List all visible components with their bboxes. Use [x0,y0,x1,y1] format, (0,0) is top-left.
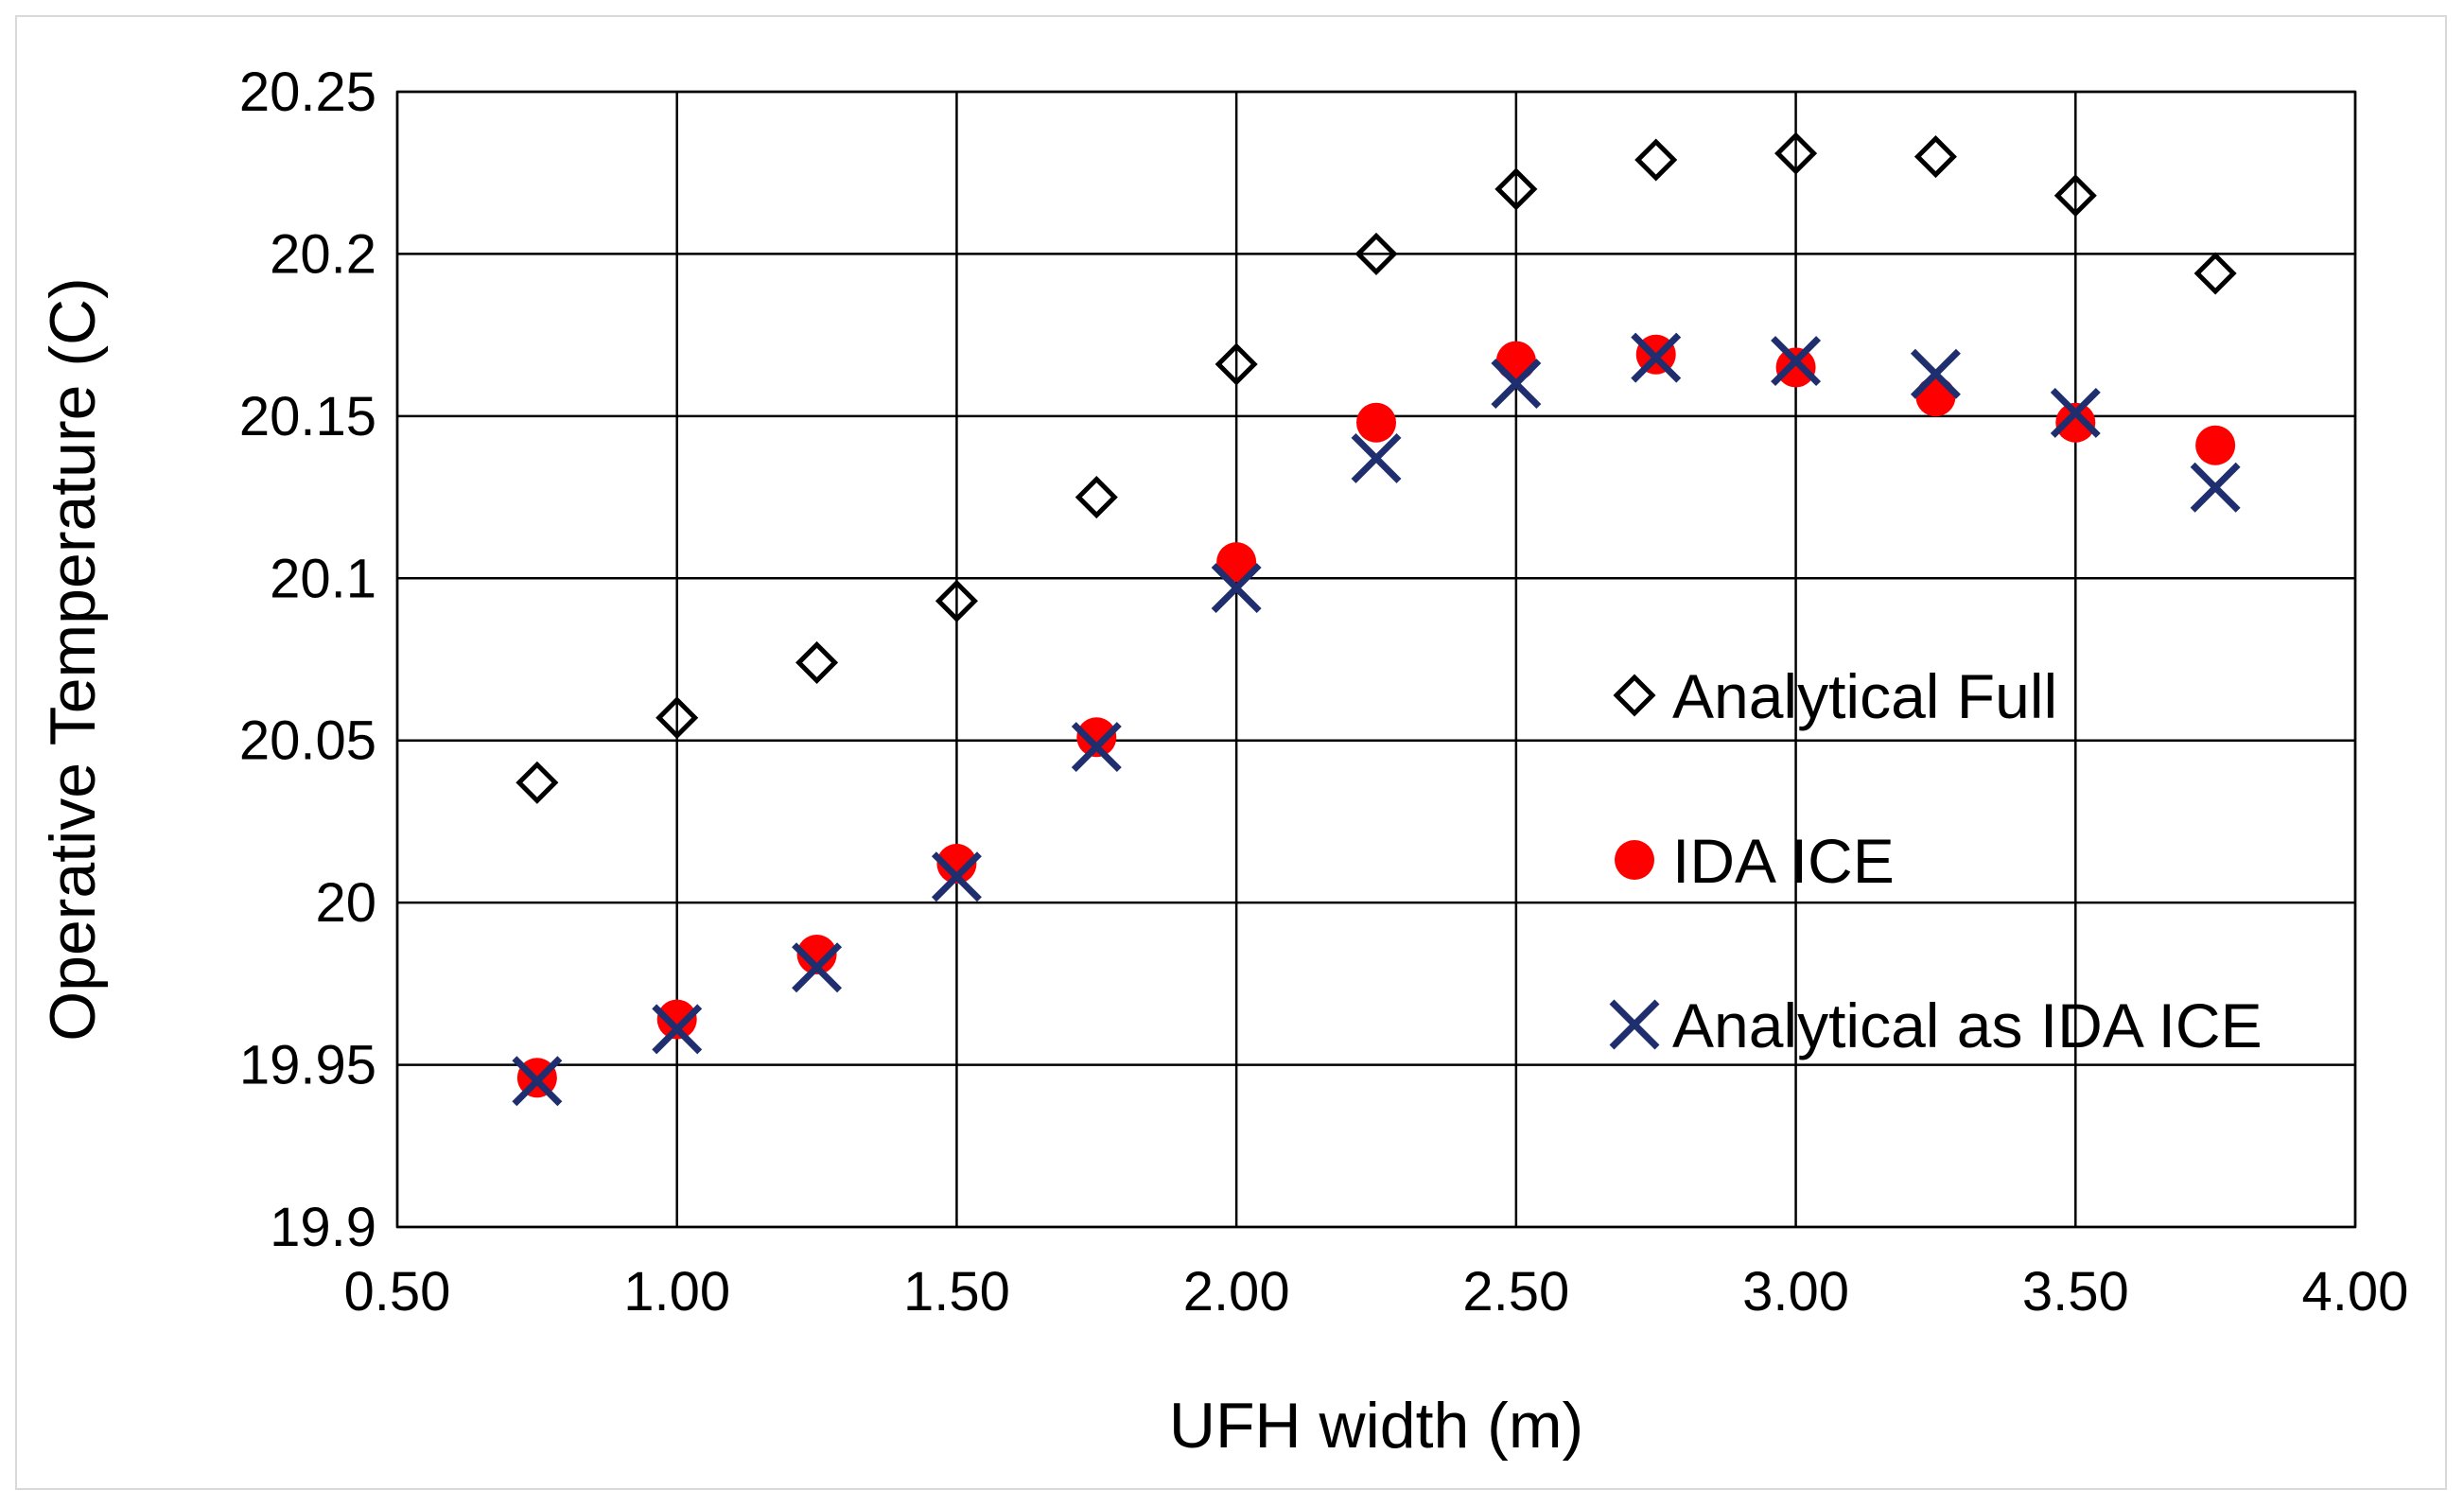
point-ida-ice [1356,402,1396,443]
point-analytical-full [655,696,699,740]
point-ida-ice [1216,542,1257,583]
point-analytical-full [516,761,559,804]
chart-frame [15,15,2447,1490]
y-axis-label: Operative Temperature (C) [37,277,109,1042]
point-analytical-as-ida-ice [1071,722,1122,773]
x-tick-label: 1.00 [623,1261,730,1323]
point-analytical-full [1215,342,1258,386]
y-tick-label: 20.1 [270,548,376,609]
point-analytical-as-ida-ice [1910,348,1961,399]
point-ida-ice [1915,377,1956,417]
data-markers [512,131,2241,1107]
legend-label: Analytical as IDA ICE [1672,990,2263,1060]
x-tick-label: 2.00 [1183,1261,1290,1323]
legend-label: Analytical Full [1672,661,2057,731]
point-analytical-full [795,640,839,684]
y-tick-label: 20.15 [239,386,376,447]
legend-item-ida-ice: IDA ICE [1615,826,1895,896]
y-tick-label: 20.05 [239,710,376,772]
point-analytical-as-ida-ice [1211,563,1262,614]
legend-item-analytical-as-ida-ice: Analytical as IDA ICE [1609,990,2263,1060]
point-analytical-as-ida-ice [1771,336,1822,387]
point-analytical-as-ida-ice [792,942,843,993]
legend-marker-ida-ice [1615,840,1654,880]
point-analytical-full [1774,131,1818,175]
point-analytical-as-ida-ice [512,1056,563,1107]
point-ida-ice [2055,402,2096,443]
y-tick-label: 19.95 [239,1035,376,1096]
point-ida-ice [1775,347,1816,388]
point-analytical-full [1634,138,1678,182]
y-tick-label: 20.2 [270,223,376,285]
point-analytical-as-ida-ice [652,1004,703,1055]
point-ida-ice [2195,425,2236,465]
point-ida-ice [936,844,977,884]
point-ida-ice [1495,341,1536,381]
y-tick-label: 20 [315,872,376,934]
point-ida-ice [796,935,837,974]
point-ida-ice [656,999,697,1040]
legend: Analytical Full IDA ICE Analytical as IDA … [1609,661,2263,1060]
x-axis-label: UFH width (m) [1169,1390,1583,1462]
legend-marker-analytical-as-ida-ice [1609,999,1660,1050]
point-analytical-as-ida-ice [2050,387,2101,438]
point-analytical-full [1075,476,1118,519]
point-analytical-full [1494,167,1538,211]
legend-marker-analytical-full [1613,674,1656,717]
y-tick-labels: 19.9 19.95 20 20.05 20.1 20.15 20.2 20.25 [239,61,376,1258]
y-tick-label: 20.25 [239,61,376,123]
point-ida-ice [1076,717,1117,758]
point-analytical-as-ida-ice [1351,432,1402,483]
point-analytical-as-ida-ice [1631,332,1682,383]
x-tick-label: 0.50 [344,1261,451,1323]
point-analytical-full [2053,174,2097,218]
point-analytical-as-ida-ice [2190,462,2241,513]
x-tick-label: 4.00 [2302,1261,2409,1323]
legend-label: IDA ICE [1672,826,1895,896]
point-analytical-full [1914,135,1957,179]
plot-area-border [395,90,2357,1229]
y-tick-label: 19.9 [270,1197,376,1258]
x-tick-label: 2.50 [1462,1261,1569,1323]
point-analytical-as-ida-ice [931,851,982,902]
legend-item-analytical-full: Analytical Full [1613,661,2057,731]
x-tick-label: 3.50 [2022,1261,2129,1323]
x-tick-labels: 0.50 1.00 1.50 2.00 2.50 3.00 3.50 4.00 [344,1261,2409,1323]
point-analytical-as-ida-ice [1491,359,1542,410]
point-analytical-full [2193,252,2237,295]
point-analytical-full [935,579,978,622]
x-tick-label: 3.00 [1742,1261,1849,1323]
x-tick-label: 1.50 [903,1261,1010,1323]
point-analytical-full [1354,232,1398,275]
